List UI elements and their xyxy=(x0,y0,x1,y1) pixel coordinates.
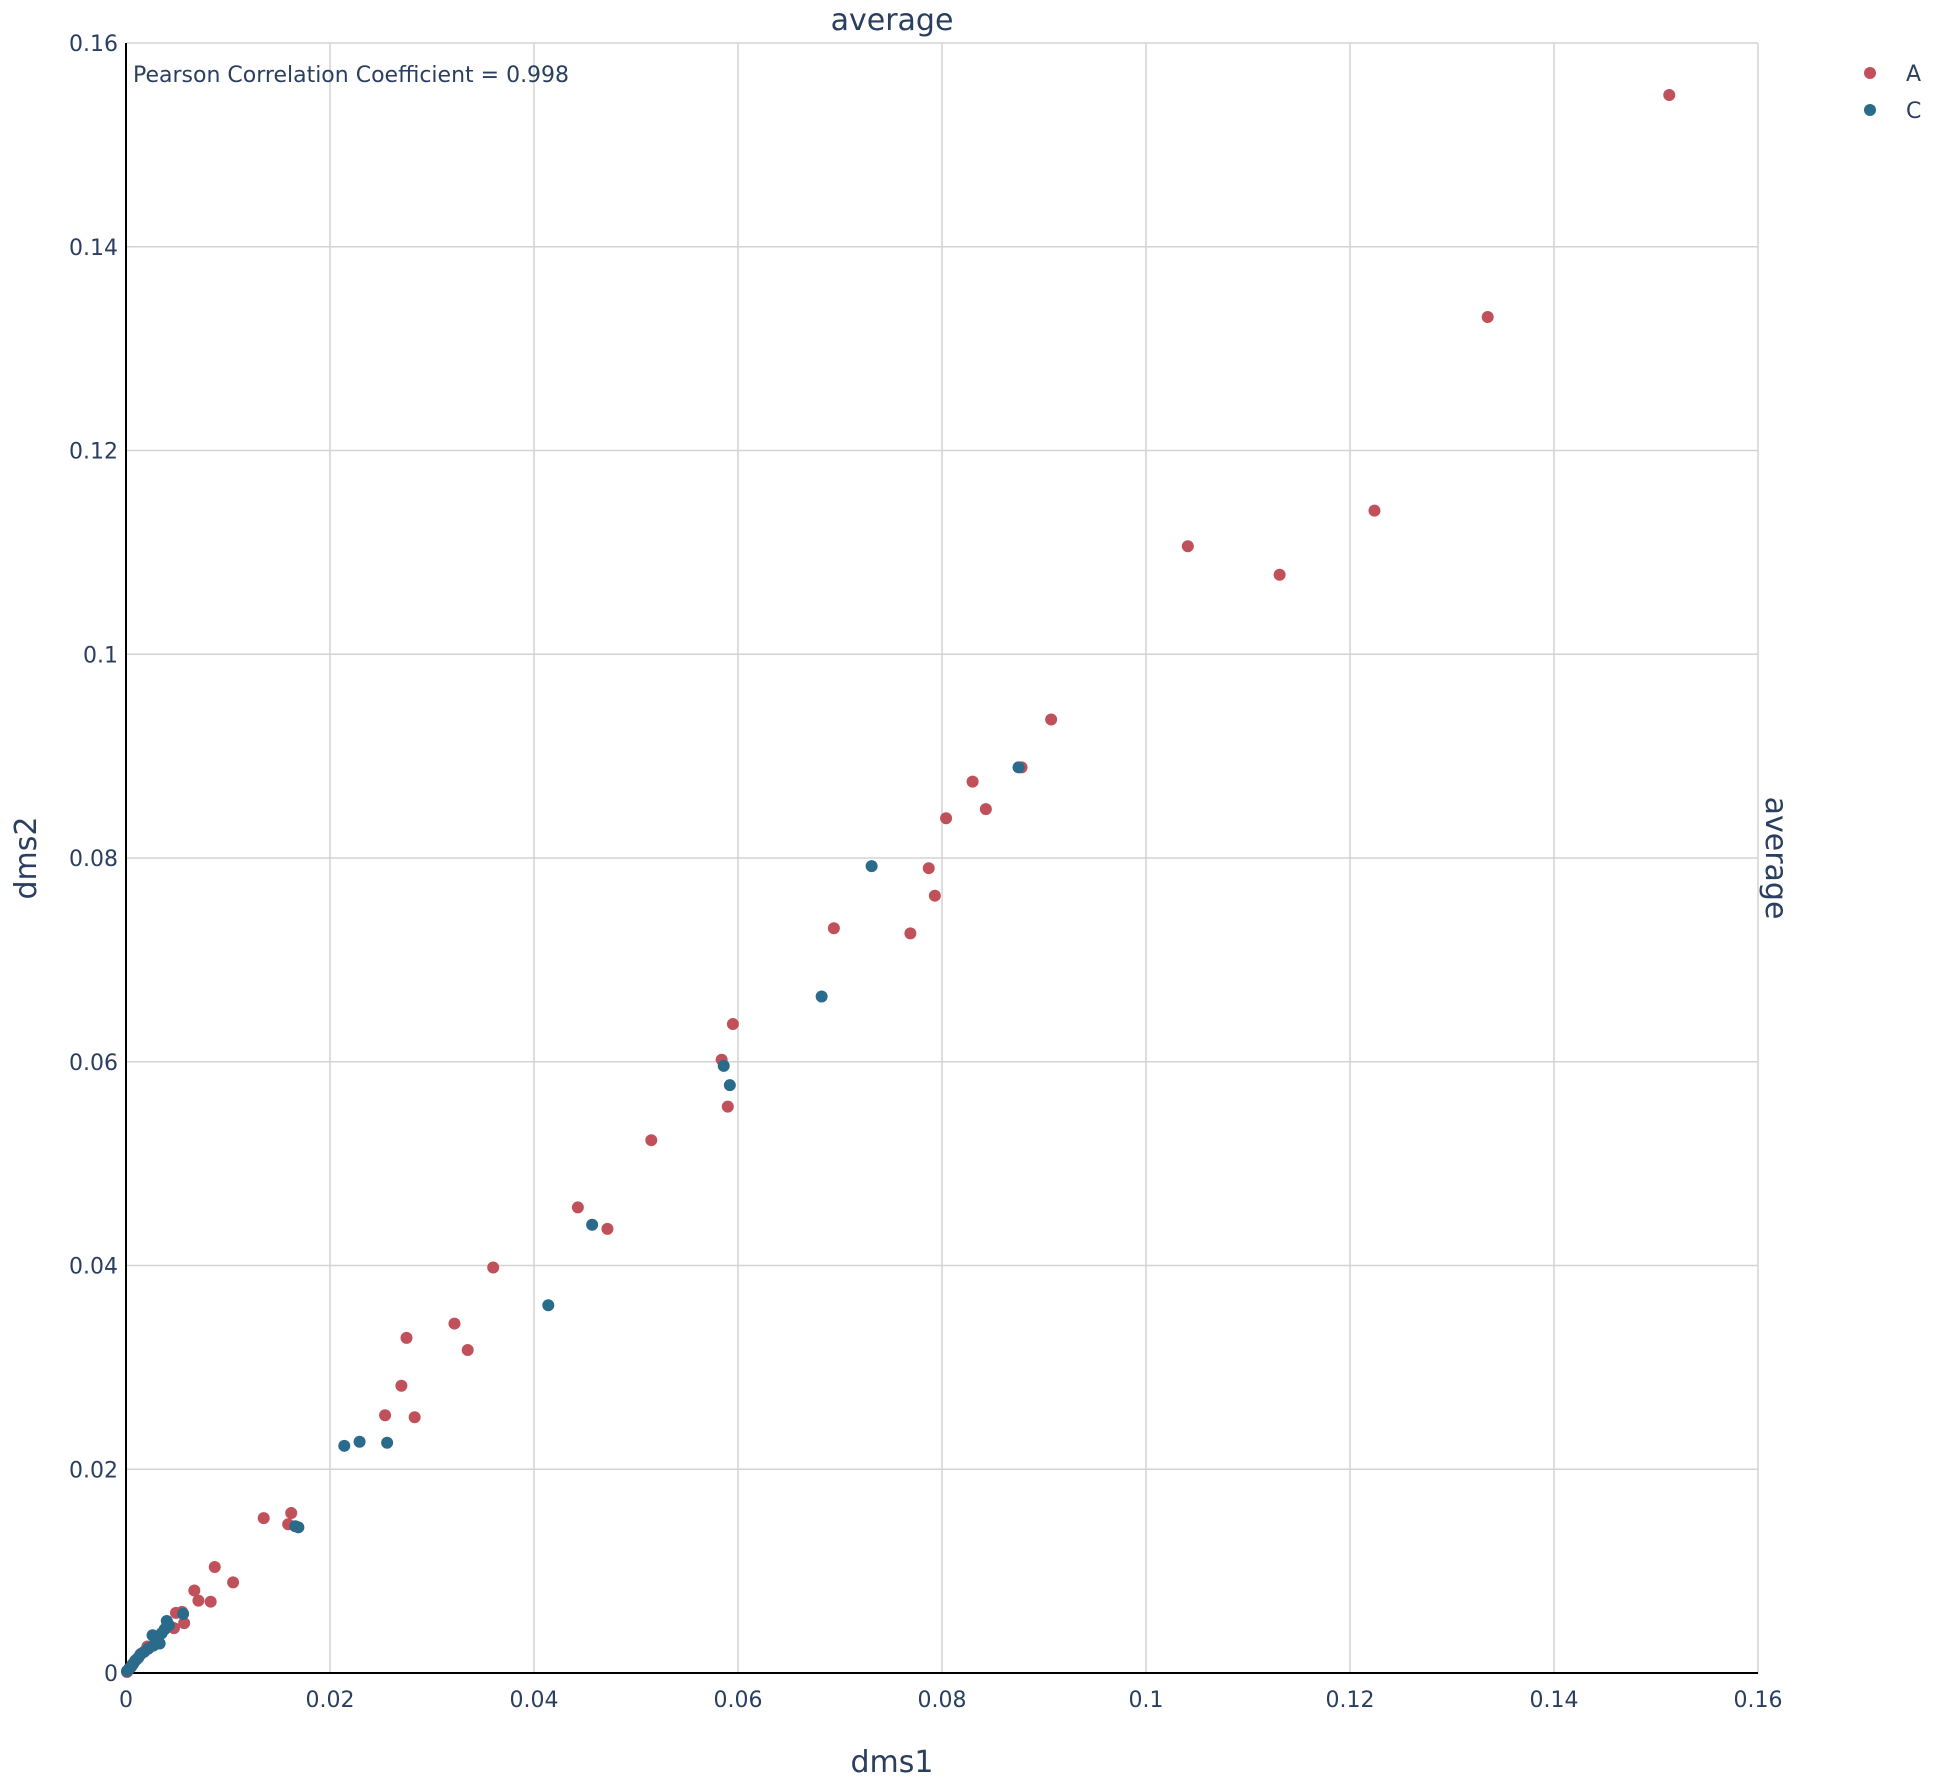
x-tick-label: 0.06 xyxy=(714,1688,763,1713)
data-point-a[interactable] xyxy=(1481,311,1494,324)
data-point-c[interactable] xyxy=(146,1629,159,1642)
data-point-a[interactable] xyxy=(208,1561,221,1574)
data-point-a[interactable] xyxy=(940,812,953,825)
x-axis-title: dms1 xyxy=(851,1745,934,1780)
x-tick-label: 0.16 xyxy=(1734,1688,1783,1713)
data-point-a[interactable] xyxy=(178,1617,191,1630)
y-tick-label: 0.04 xyxy=(69,1255,118,1280)
y-tick-label: 0.08 xyxy=(69,847,118,872)
chart-title: average xyxy=(831,3,954,38)
data-point-a[interactable] xyxy=(645,1134,658,1147)
legend-item-c[interactable]: C xyxy=(1864,99,1921,124)
data-point-c[interactable] xyxy=(338,1439,351,1452)
data-point-a[interactable] xyxy=(827,922,840,935)
legend[interactable]: AC xyxy=(1864,62,1921,124)
x-tick-label: 0.1 xyxy=(1129,1688,1164,1713)
x-tick-label: 0.12 xyxy=(1326,1688,1375,1713)
data-point-c[interactable] xyxy=(177,1607,190,1620)
y-tick-label: 0.02 xyxy=(69,1458,118,1483)
data-point-c[interactable] xyxy=(381,1436,394,1449)
data-point-a[interactable] xyxy=(408,1411,421,1424)
y-axis-title: dms2 xyxy=(9,817,44,900)
legend-label: A xyxy=(1906,62,1921,87)
data-point-a[interactable] xyxy=(204,1595,217,1608)
point-layer xyxy=(121,88,1676,1678)
data-point-a[interactable] xyxy=(966,775,979,788)
y-tick-label: 0.12 xyxy=(69,440,118,465)
legend-label: C xyxy=(1906,99,1921,124)
legend-item-a[interactable]: A xyxy=(1864,62,1921,87)
data-point-a[interactable] xyxy=(928,889,941,902)
x-tick-label: 0.04 xyxy=(510,1688,559,1713)
data-point-a[interactable] xyxy=(1181,540,1194,553)
x-tick-label: 0.08 xyxy=(918,1688,967,1713)
y-tick-label: 0 xyxy=(104,1662,118,1687)
x-tick-label: 0 xyxy=(119,1688,133,1713)
y-tick-label: 0.14 xyxy=(69,236,118,261)
data-point-a[interactable] xyxy=(1663,88,1676,101)
data-point-c[interactable] xyxy=(717,1059,730,1072)
y-tick-label: 0.1 xyxy=(83,643,118,668)
data-point-c[interactable] xyxy=(121,1664,134,1677)
data-point-a[interactable] xyxy=(1273,568,1286,581)
data-point-c[interactable] xyxy=(353,1435,366,1448)
data-point-c[interactable] xyxy=(815,990,828,1003)
x-tick-label: 0.02 xyxy=(306,1688,355,1713)
y-tick-label: 0.06 xyxy=(69,1051,118,1076)
data-point-c[interactable] xyxy=(865,860,878,873)
y-tick-label: 0.16 xyxy=(69,32,118,57)
data-point-a[interactable] xyxy=(257,1512,270,1525)
data-point-a[interactable] xyxy=(227,1576,240,1589)
data-point-a[interactable] xyxy=(379,1409,392,1422)
data-point-c[interactable] xyxy=(292,1521,305,1534)
data-point-c[interactable] xyxy=(586,1218,599,1231)
x-tick-label: 0.14 xyxy=(1530,1688,1579,1713)
data-point-a[interactable] xyxy=(448,1317,461,1330)
correlation-annotation: Pearson Correlation Coefficient = 0.998 xyxy=(133,63,569,88)
data-point-a[interactable] xyxy=(400,1331,413,1344)
data-point-a[interactable] xyxy=(192,1594,205,1607)
data-point-a[interactable] xyxy=(285,1507,298,1520)
grid-layer xyxy=(126,42,1759,1673)
data-point-a[interactable] xyxy=(571,1201,584,1214)
data-point-a[interactable] xyxy=(395,1379,408,1392)
data-point-a[interactable] xyxy=(601,1222,614,1235)
data-point-c[interactable] xyxy=(723,1079,736,1092)
legend-marker xyxy=(1864,67,1876,79)
data-point-a[interactable] xyxy=(721,1100,734,1113)
data-point-a[interactable] xyxy=(188,1584,201,1597)
facet-side-label: average xyxy=(1758,797,1793,920)
tick-label-layer: 0 0.02 0.04 0.06 0.08 0.1 0.12 0.14 0.16 0 0.02 0.0… xyxy=(69,32,1782,1713)
data-point-c[interactable] xyxy=(1012,761,1025,774)
data-point-c[interactable] xyxy=(542,1299,555,1312)
data-point-a[interactable] xyxy=(979,803,992,816)
legend-marker xyxy=(1864,104,1876,116)
data-point-a[interactable] xyxy=(461,1344,474,1357)
data-point-a[interactable] xyxy=(922,862,935,875)
data-point-a[interactable] xyxy=(1368,504,1381,517)
data-point-a[interactable] xyxy=(487,1261,500,1274)
data-point-a[interactable] xyxy=(1045,713,1058,726)
data-point-a[interactable] xyxy=(904,927,917,940)
axis-layer xyxy=(125,43,1758,1674)
data-point-a[interactable] xyxy=(726,1018,739,1031)
